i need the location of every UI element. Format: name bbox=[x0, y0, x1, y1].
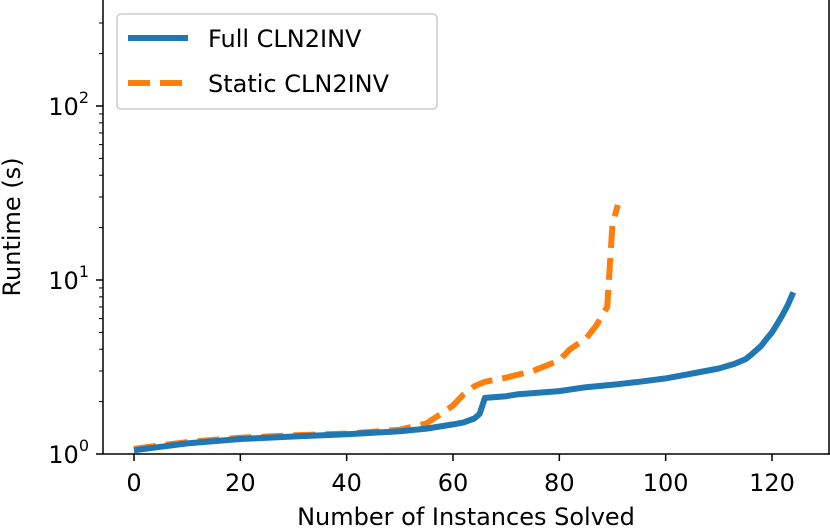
x-tick-label: 60 bbox=[438, 469, 469, 497]
legend-label-full: Full CLN2INV bbox=[208, 25, 362, 53]
x-tick-label: 20 bbox=[225, 469, 256, 497]
y-tick-label: 100 bbox=[48, 436, 89, 469]
y-axis-label: Runtime (s) bbox=[0, 157, 26, 296]
x-tick-label: 80 bbox=[544, 469, 575, 497]
x-tick-label: 100 bbox=[643, 469, 689, 497]
legend-label-static: Static CLN2INV bbox=[208, 70, 390, 98]
legend-box bbox=[116, 13, 438, 110]
y-tick-label: 102 bbox=[48, 88, 89, 121]
y-tick-label: 101 bbox=[48, 262, 89, 295]
legend: Full CLN2INV Static CLN2INV bbox=[116, 13, 438, 110]
x-tick-label: 0 bbox=[126, 469, 141, 497]
series-line-full-cln2inv bbox=[133, 291, 797, 454]
x-tick-label: 120 bbox=[749, 469, 795, 497]
x-tick-label: 40 bbox=[331, 469, 362, 497]
series-line-static-cln2inv bbox=[133, 204, 621, 452]
x-axis-label: Number of Instances Solved bbox=[297, 503, 635, 531]
